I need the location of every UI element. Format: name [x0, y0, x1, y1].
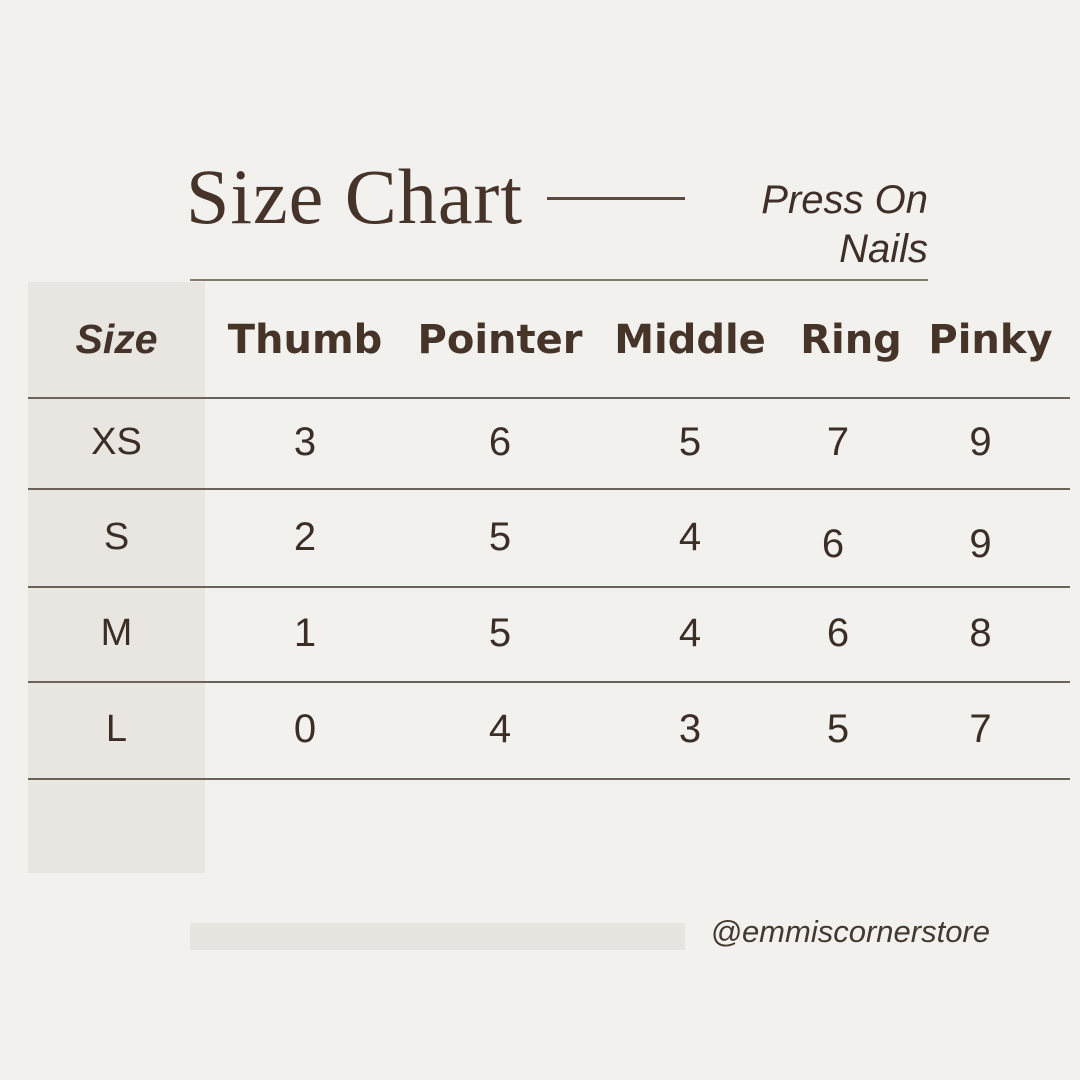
cell-m-pointer: 5	[488, 611, 512, 655]
footer-accent-bar	[190, 923, 685, 950]
row-divider-xs	[28, 488, 1070, 490]
row-divider-l	[28, 778, 1070, 780]
size-table: Size Thumb Pointer Middle Ring Pinky XS …	[28, 282, 1070, 778]
cell-xs-pinky: 9	[969, 420, 992, 464]
size-column-band	[28, 282, 205, 873]
cell-xs-pointer: 6	[488, 420, 512, 464]
header-cell-ring: Ring	[800, 316, 902, 363]
row-s-label: S	[103, 515, 130, 558]
page-title: Size Chart	[186, 153, 524, 240]
subtitle-line-1: Press On	[761, 178, 928, 222]
cell-s-pinky: 9	[969, 521, 992, 566]
header-cell-pointer: Pointer	[417, 316, 583, 363]
header-cell-thumb: Thumb	[227, 316, 383, 363]
cell-m-pinky: 8	[969, 611, 992, 655]
subtitle: Press On Nails	[761, 176, 928, 274]
cell-m-thumb: 1	[293, 611, 317, 655]
cell-m-middle: 4	[678, 611, 702, 655]
cell-l-pinky: 7	[969, 707, 992, 751]
title-dash-divider	[547, 197, 685, 200]
cell-xs-middle: 5	[678, 420, 702, 464]
cell-l-thumb: 0	[293, 707, 317, 751]
row-divider-s	[28, 586, 1070, 588]
row-m-label: M	[100, 612, 133, 654]
cell-xs-ring: 7	[826, 420, 850, 464]
cell-l-middle: 3	[678, 707, 702, 751]
cell-s-thumb: 2	[293, 514, 317, 559]
cell-s-ring: 6	[821, 521, 845, 566]
cell-xs-thumb: 3	[293, 420, 317, 464]
cell-m-ring: 6	[826, 611, 850, 655]
header-cell-pinky: Pinky	[928, 316, 1053, 363]
header-cell-size: Size	[75, 316, 158, 362]
title-underline	[190, 279, 928, 281]
cell-l-pointer: 4	[488, 707, 512, 751]
row-xs-label: XS	[91, 421, 142, 463]
row-divider-m	[28, 681, 1070, 683]
cell-s-middle: 4	[678, 514, 702, 559]
social-handle: @emmiscornerstore	[710, 914, 990, 949]
subtitle-line-2: Nails	[839, 226, 928, 271]
row-divider-header	[28, 397, 1070, 399]
header-cell-middle: Middle	[614, 316, 766, 363]
cell-l-ring: 5	[826, 707, 850, 751]
row-l-label: L	[105, 708, 128, 750]
cell-s-pointer: 5	[488, 514, 512, 559]
